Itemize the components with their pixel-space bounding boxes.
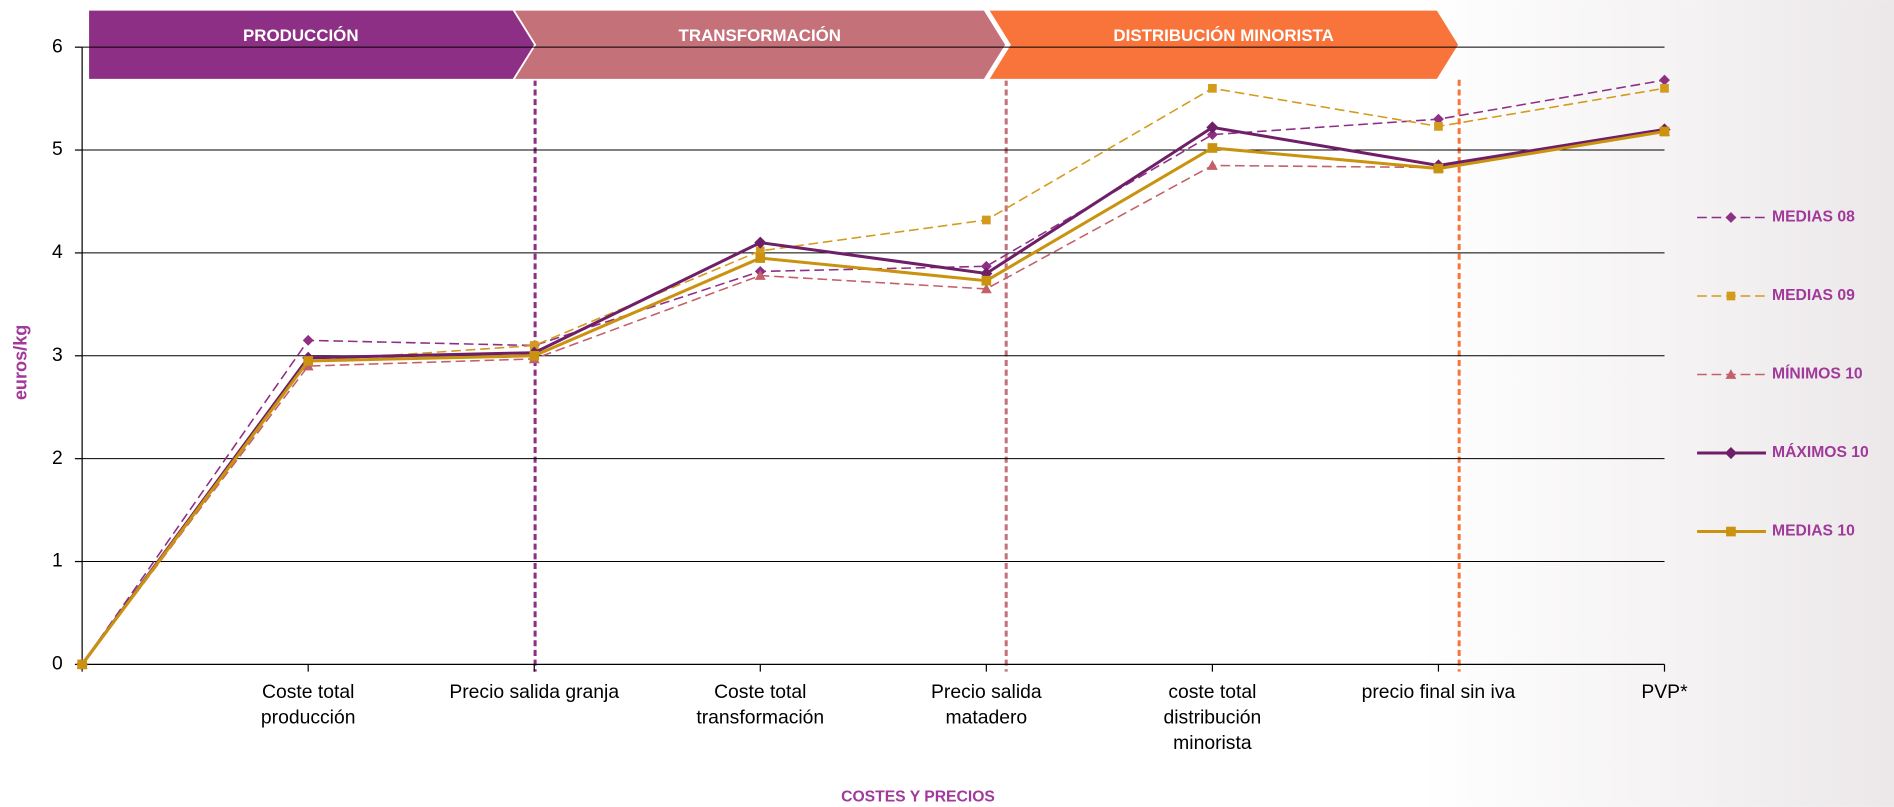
marker <box>1206 121 1219 134</box>
marker <box>754 236 767 249</box>
legend-label: MEDIAS 08 <box>1772 209 1855 226</box>
stage-label: DISTRIBUCIÓN MINORISTA <box>1113 26 1333 45</box>
x-tick-label-box: precio final sin iva <box>1361 682 1516 704</box>
marker <box>529 341 539 350</box>
stage-banner <box>511 8 1008 81</box>
x-tick-label: Precio salida granja <box>449 682 620 704</box>
marker <box>303 356 314 366</box>
stage-label: PRODUCCIÓN <box>243 26 359 45</box>
legend-label: MEDIAS 10 <box>1772 523 1855 540</box>
x-tick-label-box: Precio salida granja <box>449 682 620 704</box>
marker <box>981 275 992 286</box>
x-tick-label: precio final sin iva <box>1361 682 1516 704</box>
y-tick-label: 0 <box>52 654 63 675</box>
y-tick-label: 2 <box>52 448 63 469</box>
y-tick-label: 5 <box>52 139 63 160</box>
x-tick-label-box: Coste total producción <box>260 682 356 729</box>
marker <box>1206 160 1218 170</box>
marker <box>1207 143 1218 153</box>
x-tick-label: Coste total producción <box>260 682 356 729</box>
marker <box>1726 526 1736 537</box>
y-tick-label: 1 <box>52 551 63 572</box>
y-tick-label: 4 <box>52 242 63 263</box>
y-tick-label: 3 <box>52 345 63 366</box>
marker <box>754 270 766 280</box>
x-tick-label: PVP* <box>1641 682 1688 704</box>
series <box>77 126 1670 670</box>
marker <box>1434 122 1443 131</box>
marker <box>1659 126 1670 137</box>
marker <box>1725 369 1737 379</box>
marker <box>77 659 87 670</box>
marker <box>755 253 766 263</box>
marker <box>1208 83 1217 93</box>
marker <box>1726 291 1736 301</box>
x-tick-label-box: Precio salida matadero <box>930 682 1042 729</box>
stage-label: TRANSFORMACIÓN <box>679 26 841 45</box>
x-tick-label-box: coste total distribución minorista <box>1163 682 1262 754</box>
x-tick-label: Coste total transformación <box>696 682 825 729</box>
marker <box>1433 163 1444 174</box>
x-tick-label: Precio salida matadero <box>930 682 1042 729</box>
series-line <box>81 87 1665 665</box>
series-line <box>81 130 1665 665</box>
marker <box>1724 446 1737 460</box>
legend-label: MÁXIMOS 10 <box>1772 442 1869 461</box>
stage-banner <box>986 8 1461 81</box>
marker <box>1659 74 1670 86</box>
x-tick-label-box: PVP* <box>1641 682 1688 704</box>
marker <box>981 215 991 225</box>
legend-label: MEDIAS 09 <box>1772 287 1855 304</box>
x-tick-label-box: Coste total transformación <box>696 682 825 729</box>
marker <box>302 334 314 346</box>
y-tick-label: 6 <box>52 36 63 57</box>
marker <box>980 283 992 294</box>
y-axis-title: euros/kg <box>11 325 31 400</box>
marker <box>980 260 992 272</box>
marker <box>755 246 765 256</box>
series-line <box>80 130 1665 666</box>
marker <box>529 350 540 361</box>
series-line <box>80 125 1665 666</box>
x-axis-title: COSTES Y PRECIOS <box>841 788 995 805</box>
legend-label: MÍNIMOS 10 <box>1772 364 1863 383</box>
marker <box>1660 83 1669 93</box>
x-tick-label: coste total distribución minorista <box>1163 682 1262 754</box>
